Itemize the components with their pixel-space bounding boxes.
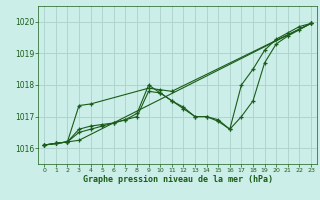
X-axis label: Graphe pression niveau de la mer (hPa): Graphe pression niveau de la mer (hPa)	[83, 175, 273, 184]
